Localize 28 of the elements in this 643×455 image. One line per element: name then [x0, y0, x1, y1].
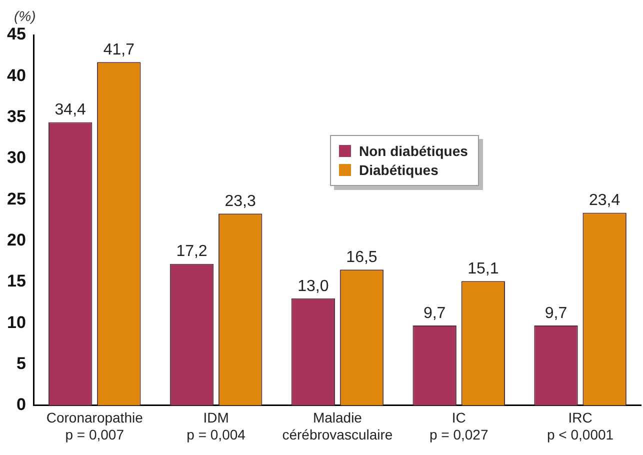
data-label: 41,7	[103, 42, 135, 59]
data-label: 9,7	[423, 304, 446, 322]
y-tick-label: 40	[6, 66, 26, 85]
x-tick-label: Coronaropathie p = 0,007	[46, 410, 144, 442]
y-tick-label: 5	[16, 354, 26, 373]
legend-label: Non diabétiques	[359, 143, 468, 159]
y-tick-label: 45	[6, 24, 26, 44]
x-tick-label: Maladie cérébrovasculaire	[282, 410, 393, 442]
x-tick-label: IRC p < 0,0001	[547, 410, 614, 442]
data-label: 34,4	[54, 102, 86, 119]
data-label: 23,4	[589, 192, 620, 210]
y-tick-label: 0	[16, 395, 26, 414]
data-label: 13,0	[298, 278, 329, 295]
x-tick-label: IC p = 0,027	[429, 410, 488, 442]
data-label: 9,7	[544, 304, 568, 322]
x-tick-label: IDM p = 0,004	[186, 410, 246, 442]
y-tick-label: 30	[6, 148, 26, 168]
y-tick-label: 15	[6, 272, 26, 291]
y-tick-label: 10	[6, 312, 26, 332]
data-label: 15,1	[468, 260, 499, 278]
y-tick-label: 20	[6, 230, 26, 250]
data-label: 16,5	[346, 248, 378, 266]
legend-label: Diabétiques	[359, 162, 438, 178]
y-tick-label: 25	[6, 189, 26, 208]
data-label: 23,3	[224, 193, 256, 210]
y-axis-title: (%)	[14, 8, 36, 24]
data-label: 17,2	[176, 243, 208, 260]
y-tick-label: 35	[6, 107, 26, 126]
